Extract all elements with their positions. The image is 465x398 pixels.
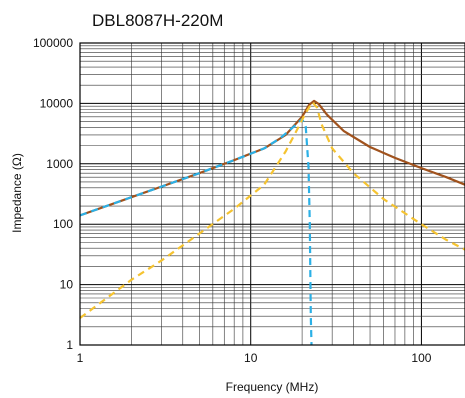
series-line-3 [79, 100, 465, 319]
grid [79, 42, 465, 346]
y-tick-label: 100 [53, 217, 73, 231]
x-axis-label: Frequency (MHz) [226, 380, 319, 394]
y-tick-labels: 1 10 100 1000 10000 100000 [33, 36, 73, 352]
y-axis-label: Impedance (Ω) [10, 153, 24, 233]
x-tick-label: 100 [411, 351, 431, 365]
y-tick-label: 1000 [46, 157, 73, 171]
chart-title: DBL8087H-220M [92, 11, 223, 30]
y-tick-label: 1 [66, 338, 73, 352]
series-line-1 [79, 99, 465, 217]
x-tick-labels: 1 10 100 [77, 351, 432, 365]
plot-frame [79, 42, 465, 346]
series-line-2 [79, 117, 313, 346]
series-group [79, 99, 465, 346]
y-tick-label: 100000 [33, 36, 73, 50]
y-tick-label: 10000 [40, 96, 74, 110]
x-tick-label: 1 [77, 351, 84, 365]
y-tick-label: 10 [60, 278, 74, 292]
x-tick-label: 10 [244, 351, 258, 365]
